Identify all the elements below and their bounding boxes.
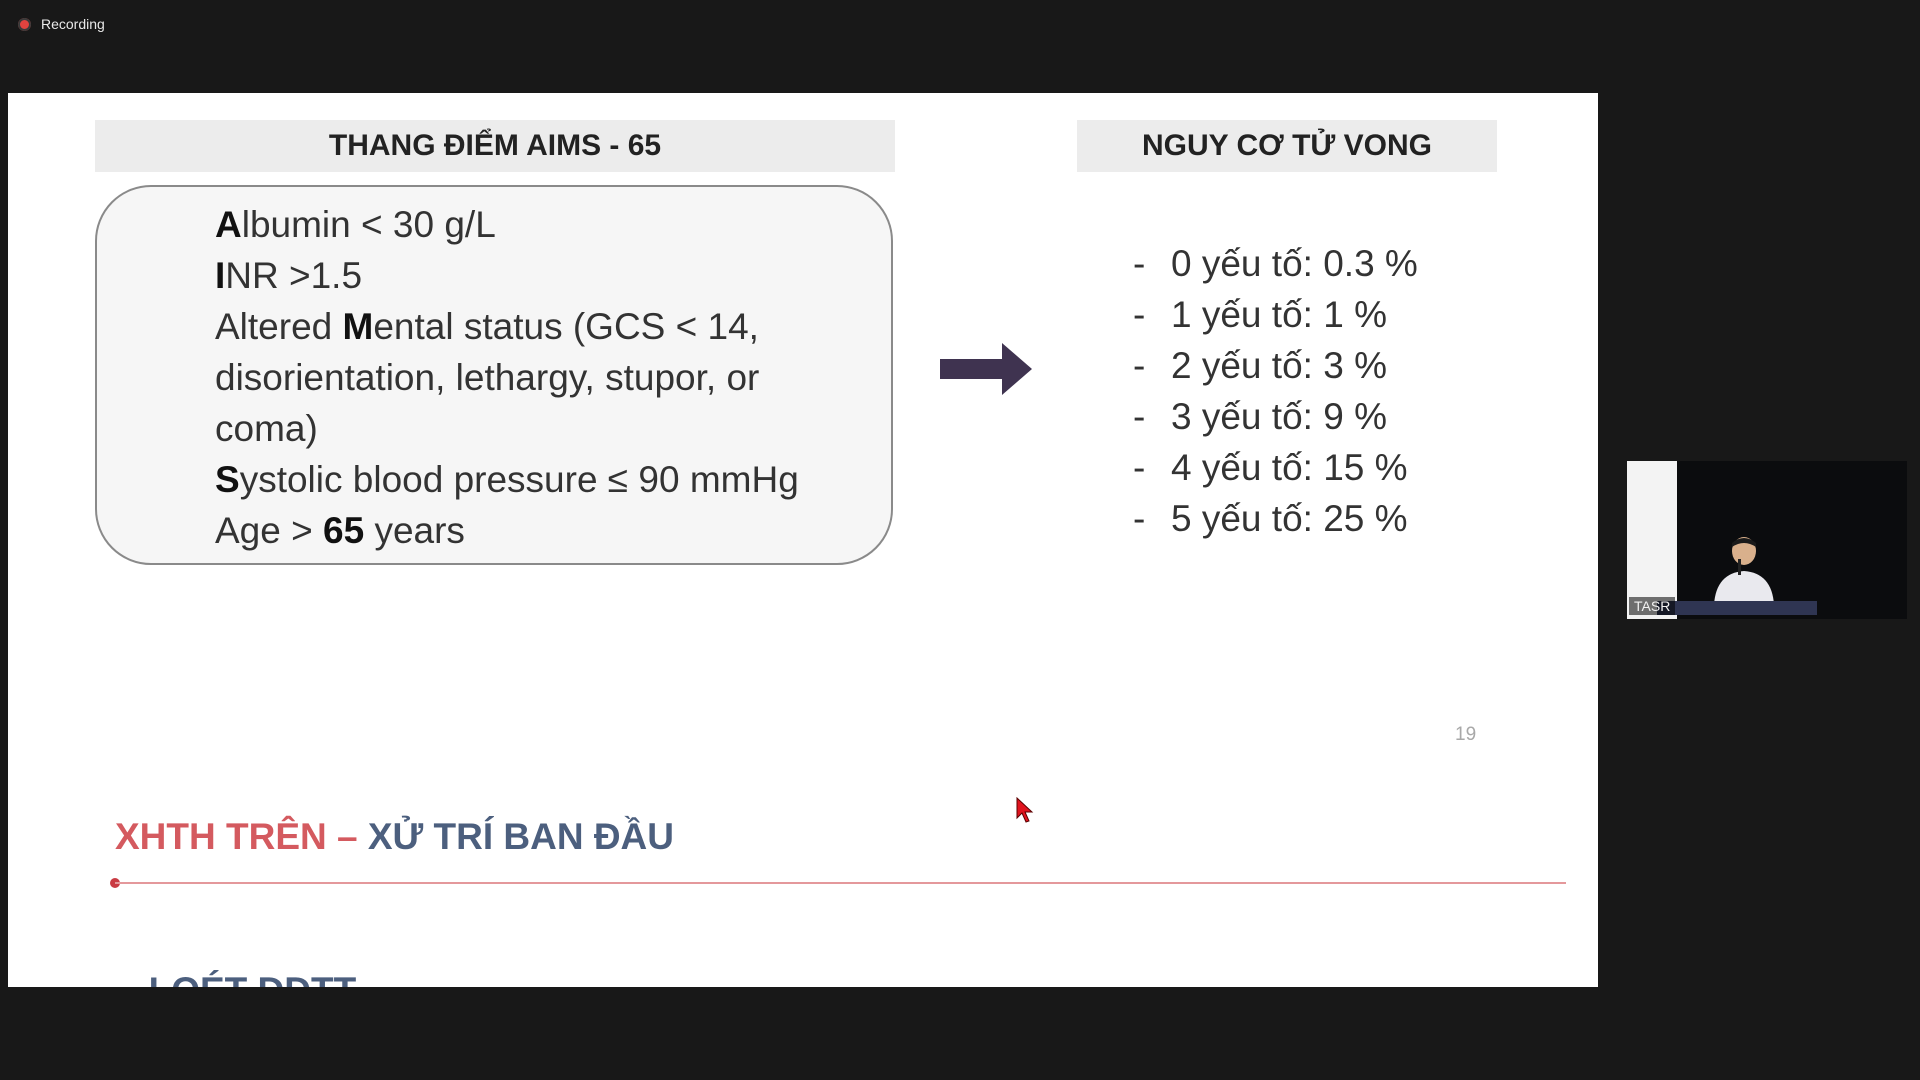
participant-video-tile[interactable]: TASR bbox=[1627, 461, 1907, 619]
participant-name: TASR bbox=[1629, 597, 1676, 615]
risk-item: -5 yếu tố: 25 % bbox=[1133, 498, 1408, 539]
risk-item: -4 yếu tố: 15 % bbox=[1133, 447, 1408, 488]
slide-page-number: 19 bbox=[1455, 724, 1477, 745]
criterion-systolic-bp: Systolic blood pressure ≤ 90 mmHg bbox=[215, 459, 799, 500]
risk-item: -0 yếu tố: 0.3 % bbox=[1133, 243, 1418, 284]
record-icon bbox=[18, 17, 31, 31]
shared-slide: THANG ĐIỂM AIMS - 65 NGUY CƠ TỬ VONG Alb… bbox=[8, 93, 1598, 987]
criteria-box: Albumin < 30 g/L INR >1.5 Altered Mental… bbox=[95, 185, 893, 565]
criterion-mental-status-end: coma) bbox=[215, 408, 318, 449]
risk-item: -3 yếu tố: 9 % bbox=[1133, 396, 1387, 437]
criterion-inr: INR >1.5 bbox=[215, 255, 363, 296]
criterion-age: Age > 65 years bbox=[215, 510, 465, 551]
mortality-risk-list: -0 yếu tố: 0.3 % -1 yếu tố: 1 % -2 yếu t… bbox=[1133, 238, 1418, 544]
video-background bbox=[1677, 461, 1907, 619]
criterion-mental-status-cont: disorientation, lethargy, stupor, or bbox=[215, 357, 760, 398]
criterion-albumin: Albumin < 30 g/L bbox=[215, 204, 496, 245]
risk-item: -1 yếu tố: 1 % bbox=[1133, 294, 1387, 335]
mortality-risk-header: NGUY CƠ TỬ VONG bbox=[1077, 120, 1497, 172]
recording-indicator: Recording bbox=[18, 16, 105, 32]
next-slide-title: XHTH TRÊN – XỬ TRÍ BAN ĐẦU bbox=[115, 816, 674, 857]
criterion-mental-status: Altered Mental status (GCS < 14, bbox=[215, 306, 759, 347]
next-slide-bullet: - LOÉT DDTT bbox=[126, 970, 356, 987]
risk-item: -2 yếu tố: 3 % bbox=[1133, 345, 1387, 386]
right-arrow-icon bbox=[940, 343, 1032, 395]
speaker-avatar-icon bbox=[1714, 537, 1774, 605]
projector-screen bbox=[1627, 461, 1677, 619]
aims65-header: THANG ĐIỂM AIMS - 65 bbox=[95, 120, 895, 172]
podium bbox=[1657, 601, 1817, 615]
mouse-pointer-icon bbox=[1016, 797, 1034, 823]
recording-label: Recording bbox=[41, 16, 105, 32]
criteria-list: Albumin < 30 g/L INR >1.5 Altered Mental… bbox=[215, 199, 875, 556]
title-underline bbox=[115, 882, 1566, 884]
